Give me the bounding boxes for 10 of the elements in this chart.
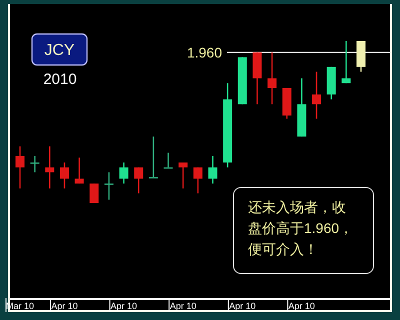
annotation: 还未入场者，收盘价高于1.960，便可介入！ [233,187,374,274]
x-tick-label: Apr 10 [170,301,196,311]
annotation: 还未入场者，收盘价高于1.960，便可介入！ [248,198,354,259]
x-tick-label: Apr 10 [110,301,138,311]
x-tick-label: Apr 10 [288,301,315,311]
annotation: 1.960 [186,44,222,60]
x-tick-label: Apr 10 [229,301,256,311]
chart-title: JCY [44,42,75,59]
x-tick-label: Apr 10 [51,301,78,311]
text: 2010 [43,71,77,88]
